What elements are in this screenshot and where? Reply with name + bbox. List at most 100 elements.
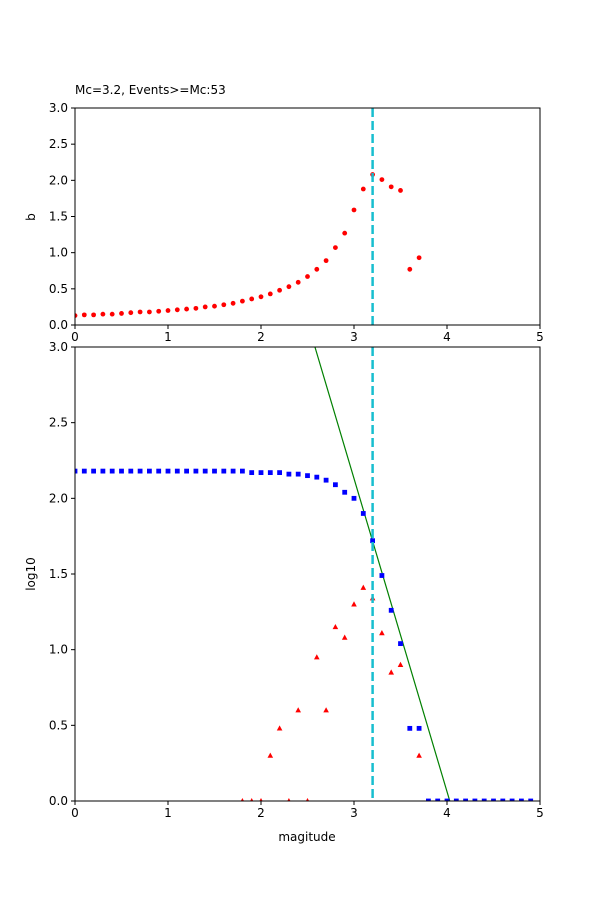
b-value-point [91,312,96,318]
cumulative-point [128,468,134,474]
non-cumulative-point [379,630,385,636]
top-x-tick-label: 2 [257,330,265,344]
b-value-point [109,311,115,317]
bottom-y-tick-label: 0.5 [49,718,68,732]
non-cumulative-point [388,669,394,675]
b-value-point [360,186,366,192]
b-value-point [119,311,124,316]
frequency-magnitude-panel: magitude log10 0 1 2 3 4 5 0.0 0.5 1.0 1.5 2.0 2.5 3… [24,340,544,844]
top-y-axis-label: b [24,213,38,221]
non-cumulative-point [332,623,339,630]
bottom-x-tick-label: 5 [536,806,544,820]
cumulative-point [453,798,459,801]
non-cumulative-point [240,798,245,801]
non-cumulative-point [276,725,283,731]
b-value-point [267,291,273,297]
b-value-point [156,308,162,314]
cumulative-point [202,468,208,474]
b-value-point [221,302,227,308]
cumulative-point [212,468,217,474]
cumulative-point [165,468,171,474]
bottom-y-tick-label: 1.5 [49,567,68,581]
bottom-y-tick-label: 0.0 [49,794,68,808]
bottom-x-tick-label: 1 [164,806,172,820]
bottom-x-tick-label: 4 [443,806,451,820]
top-chart-title: Mc=3.2, Events>=Mc:53 [75,83,226,97]
top-y-tick-label: 0.0 [49,318,68,332]
b-value-point [398,188,403,193]
non-cumulative-point [314,654,320,660]
cumulative-point [333,482,338,488]
cumulative-point [323,477,329,483]
cumulative-point [249,470,255,476]
cumulative-point [472,798,478,801]
bottom-x-axis-label: magitude [278,830,335,844]
bottom-x-tick-label: 3 [350,806,358,820]
cumulative-point [360,511,366,516]
non-cumulative-point [250,798,254,801]
bottom-x-tick-label: 0 [71,806,79,820]
b-value-point [174,307,180,313]
b-value-point [147,309,152,315]
cumulative-point [435,798,441,801]
cumulative-point [370,538,375,544]
cumulative-point [509,798,515,801]
top-y-tick-label: 3.0 [49,101,68,115]
cumulative-point [463,798,468,801]
top-x-tick-label: 3 [350,330,358,344]
cumulative-point [314,474,320,480]
non-cumulative-point [305,798,310,801]
top-x-tick-label: 1 [164,330,172,344]
cumulative-point [286,471,292,477]
bottom-y-tick-label: 2.5 [49,416,68,430]
cumulative-point [240,468,245,474]
top-y-tick-label: 0.5 [49,282,68,296]
cumulative-point [416,725,422,731]
cumulative-point [295,471,301,477]
non-cumulative-point [351,601,357,607]
b-value-point [323,258,329,264]
top-y-tick-label: 1.0 [49,246,68,260]
cumulative-point [351,495,357,501]
non-cumulative-point [416,752,422,758]
b-value-point [416,255,422,261]
cumulative-point [388,607,394,613]
b-value-point [240,298,245,304]
cumulative-point [267,470,273,476]
cumulative-point [491,798,496,801]
non-cumulative-point [397,661,404,667]
cumulative-point [277,470,282,476]
b-value-point [314,266,320,272]
b-value-point [305,274,310,279]
b-value-panel: Mc=3.2, Events>=Mc:53 b 0 1 2 3 4 5 0.0 0.5 1.0 1… [24,83,544,344]
cumulative-point [500,798,506,801]
cumulative-point [305,473,310,479]
cumulative-point [258,470,264,476]
b-value-point [128,310,134,316]
non-cumulative-point [360,584,367,590]
top-x-tick-label: 0 [71,330,79,344]
cumulative-point [426,798,431,801]
bottom-y-axis-label: log10 [24,557,38,591]
top-y-tick-label: 1.5 [49,210,68,224]
non-cumulative-point [259,798,263,801]
top-y-tick-label: 2.5 [49,137,68,151]
b-value-point [258,294,264,300]
b-value-point [184,306,190,312]
cumulative-point [407,725,413,731]
cumulative-point [119,468,124,474]
b-value-point [333,245,338,251]
non-cumulative-point [323,707,329,713]
b-value-point [81,312,87,318]
cumulative-point [444,798,450,801]
non-cumulative-point [295,707,301,713]
b-value-point [379,177,385,183]
cumulative-point [81,468,87,474]
b-value-point [230,300,236,306]
non-cumulative-point [267,752,274,758]
cumulative-point [184,468,189,474]
top-axes-frame [74,107,541,326]
cumulative-point [100,468,106,474]
cumulative-point [519,798,524,801]
